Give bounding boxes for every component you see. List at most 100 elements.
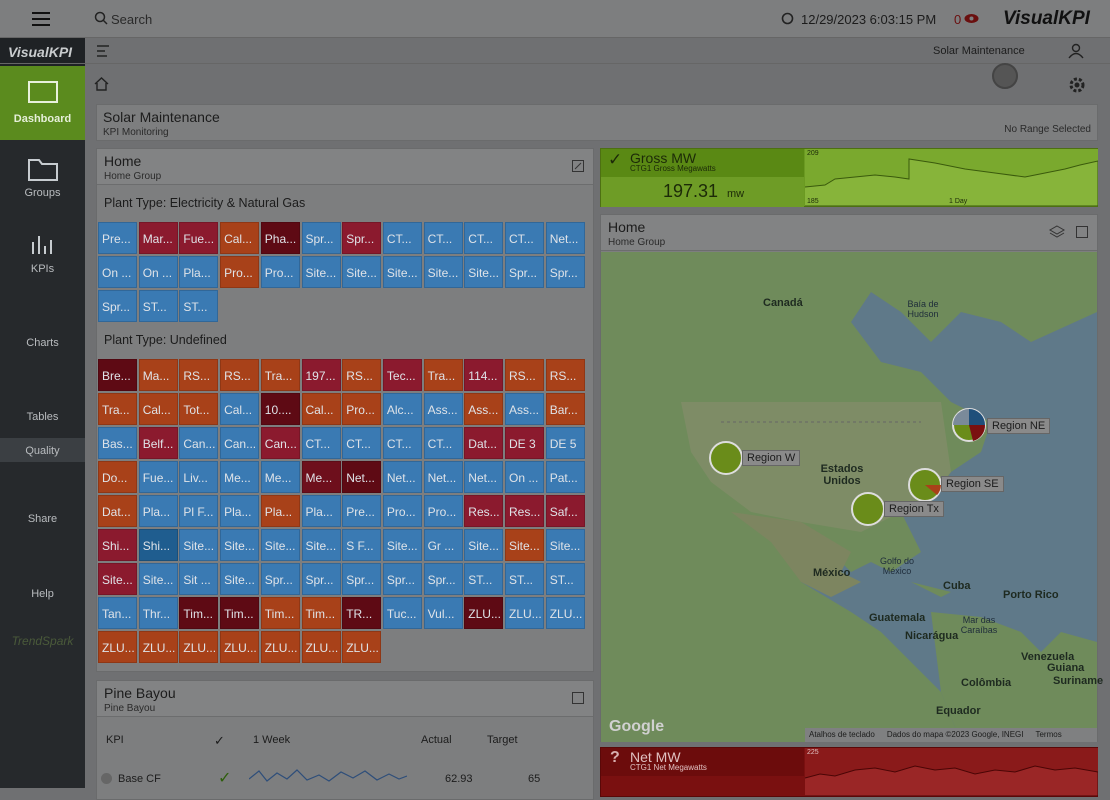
kpi-tile[interactable]: Cal... bbox=[220, 393, 260, 425]
kpi-tile[interactable]: CT... bbox=[382, 222, 422, 254]
kpi-tile[interactable]: ST... bbox=[505, 563, 544, 595]
kpi-tile[interactable]: ZLU... bbox=[138, 631, 178, 663]
kpi-tile[interactable]: Can... bbox=[220, 427, 260, 459]
menu-icon[interactable] bbox=[32, 11, 50, 27]
kpi-tile[interactable]: TR... bbox=[342, 597, 382, 629]
kpi-tile[interactable]: Bar... bbox=[545, 393, 585, 425]
gross-mw-tile[interactable]: ✓ Gross MW CTG1 Gross Megawatts 197.31 m… bbox=[600, 148, 1098, 207]
kpi-tile[interactable]: ZLU... bbox=[98, 631, 137, 663]
kpi-tile[interactable]: RS... bbox=[179, 359, 219, 391]
kpi-tile[interactable]: Pro... bbox=[220, 256, 260, 288]
kpi-tile[interactable]: 10.... bbox=[260, 393, 300, 425]
kpi-tile[interactable]: Site... bbox=[301, 256, 341, 288]
kpi-tile[interactable]: Tim... bbox=[260, 597, 300, 629]
kpi-tile[interactable]: Pro... bbox=[382, 495, 422, 527]
kpi-tile[interactable]: Pl F... bbox=[179, 495, 219, 527]
kpi-tile[interactable]: Fue... bbox=[138, 461, 178, 493]
range-label[interactable]: No Range Selected bbox=[1004, 124, 1091, 135]
expand-icon[interactable] bbox=[572, 160, 584, 172]
region-marker[interactable] bbox=[951, 407, 987, 443]
kpi-tile[interactable]: Site... bbox=[423, 256, 463, 288]
expand-icon[interactable] bbox=[572, 692, 584, 704]
user-icon[interactable] bbox=[1068, 43, 1084, 59]
column-header[interactable]: 1 Week bbox=[253, 734, 291, 746]
kpi-tile[interactable]: ST... bbox=[464, 563, 504, 595]
kpi-tile[interactable]: Do... bbox=[98, 461, 137, 493]
kpi-tile[interactable]: Site... bbox=[260, 529, 300, 561]
kpi-tile[interactable]: ZLU... bbox=[505, 597, 544, 629]
nav-item[interactable]: Groups bbox=[24, 187, 61, 199]
kpi-tile[interactable]: Pla... bbox=[179, 256, 219, 288]
kpi-tile[interactable]: Bre... bbox=[98, 359, 137, 391]
kpi-tile[interactable]: Liv... bbox=[179, 461, 219, 493]
kpi-tile[interactable]: Spr... bbox=[382, 563, 422, 595]
kpi-tile[interactable]: Me... bbox=[260, 461, 300, 493]
kpi-tile[interactable]: Site... bbox=[220, 563, 260, 595]
kpi-tile[interactable]: Dat... bbox=[98, 495, 137, 527]
kpi-tile[interactable]: Pre... bbox=[342, 495, 382, 527]
kpi-tile[interactable]: Thr... bbox=[138, 597, 178, 629]
nav-item[interactable]: Quality bbox=[25, 445, 60, 457]
kpi-tile[interactable]: ST... bbox=[545, 563, 585, 595]
kpi-tile[interactable]: Belf... bbox=[138, 427, 178, 459]
kpi-tile[interactable]: Site... bbox=[505, 529, 544, 561]
layers-icon[interactable] bbox=[1049, 225, 1065, 239]
kpi-tile[interactable]: Pla... bbox=[260, 495, 300, 527]
kpi-tile[interactable]: Can... bbox=[179, 427, 219, 459]
kpi-tile[interactable]: ZLU... bbox=[464, 597, 504, 629]
kpi-tile[interactable]: Saf... bbox=[545, 495, 585, 527]
kpi-tile[interactable]: Gr ... bbox=[423, 529, 463, 561]
alert-count[interactable]: 0 bbox=[954, 12, 962, 27]
kpi-tile[interactable]: Tim... bbox=[179, 597, 219, 629]
kpi-tile[interactable]: Bas... bbox=[98, 427, 137, 459]
kpi-tile[interactable]: Can... bbox=[260, 427, 300, 459]
kpi-tile[interactable]: Fue... bbox=[179, 222, 219, 254]
map[interactable] bbox=[601, 252, 1097, 742]
kpi-tile[interactable]: Site... bbox=[98, 563, 137, 595]
kpi-tile[interactable]: DE 5 bbox=[545, 427, 585, 459]
sort-icon[interactable] bbox=[97, 44, 113, 58]
region-label[interactable]: Region NE bbox=[987, 418, 1051, 434]
kpi-tile[interactable]: Pla... bbox=[220, 495, 260, 527]
kpi-tile[interactable]: CT... bbox=[464, 222, 504, 254]
kpi-tile[interactable]: S F... bbox=[342, 529, 382, 561]
kpi-tile[interactable]: ZLU... bbox=[545, 597, 585, 629]
kpi-tile[interactable]: Net... bbox=[464, 461, 504, 493]
kpi-tile[interactable]: Pro... bbox=[260, 256, 300, 288]
kpi-tile[interactable]: Site... bbox=[342, 256, 382, 288]
nav-item[interactable]: Help bbox=[31, 588, 54, 600]
kpi-tile[interactable]: RS... bbox=[342, 359, 382, 391]
kpi-tile[interactable]: Spr... bbox=[545, 256, 585, 288]
kpi-tile[interactable]: Pro... bbox=[423, 495, 463, 527]
column-header[interactable]: Actual bbox=[421, 734, 452, 746]
region-label[interactable]: Region W bbox=[742, 450, 801, 466]
refresh-icon[interactable] bbox=[780, 11, 795, 26]
kpi-tile[interactable]: Net... bbox=[545, 222, 585, 254]
nav-item[interactable]: Dashboard bbox=[13, 113, 72, 125]
kpi-tile[interactable]: Spr... bbox=[342, 222, 382, 254]
kpi-tile[interactable]: Res... bbox=[464, 495, 504, 527]
kpi-tile[interactable]: ZLU... bbox=[179, 631, 219, 663]
kpi-tile[interactable]: Tra... bbox=[98, 393, 137, 425]
kpi-tile[interactable]: Ass... bbox=[505, 393, 544, 425]
column-header[interactable]: KPI bbox=[106, 734, 124, 746]
kpi-tile[interactable]: Site... bbox=[179, 529, 219, 561]
kpi-tile[interactable]: Site... bbox=[301, 529, 341, 561]
region-marker[interactable] bbox=[850, 491, 886, 527]
kpi-tile[interactable]: Ass... bbox=[464, 393, 504, 425]
kpi-tile[interactable]: Alc... bbox=[382, 393, 422, 425]
nav-item[interactable]: KPIs bbox=[30, 263, 55, 275]
kpi-tile[interactable]: Site... bbox=[464, 256, 504, 288]
kpi-tile[interactable]: Pro... bbox=[342, 393, 382, 425]
region-marker[interactable] bbox=[907, 467, 943, 503]
kpi-tile[interactable]: CT... bbox=[342, 427, 382, 459]
region-label[interactable]: Region Tx bbox=[884, 501, 944, 517]
kpi-tile[interactable]: On ... bbox=[505, 461, 544, 493]
kpi-tile[interactable]: Shi... bbox=[98, 529, 137, 561]
kpi-tile[interactable]: Res... bbox=[505, 495, 544, 527]
kpi-tile[interactable]: Cal... bbox=[301, 393, 341, 425]
kpi-tile[interactable]: Pat... bbox=[545, 461, 585, 493]
kpi-tile[interactable]: Spr... bbox=[98, 290, 137, 322]
kpi-tile[interactable]: Vul... bbox=[423, 597, 463, 629]
kpi-tile[interactable]: Spr... bbox=[301, 563, 341, 595]
